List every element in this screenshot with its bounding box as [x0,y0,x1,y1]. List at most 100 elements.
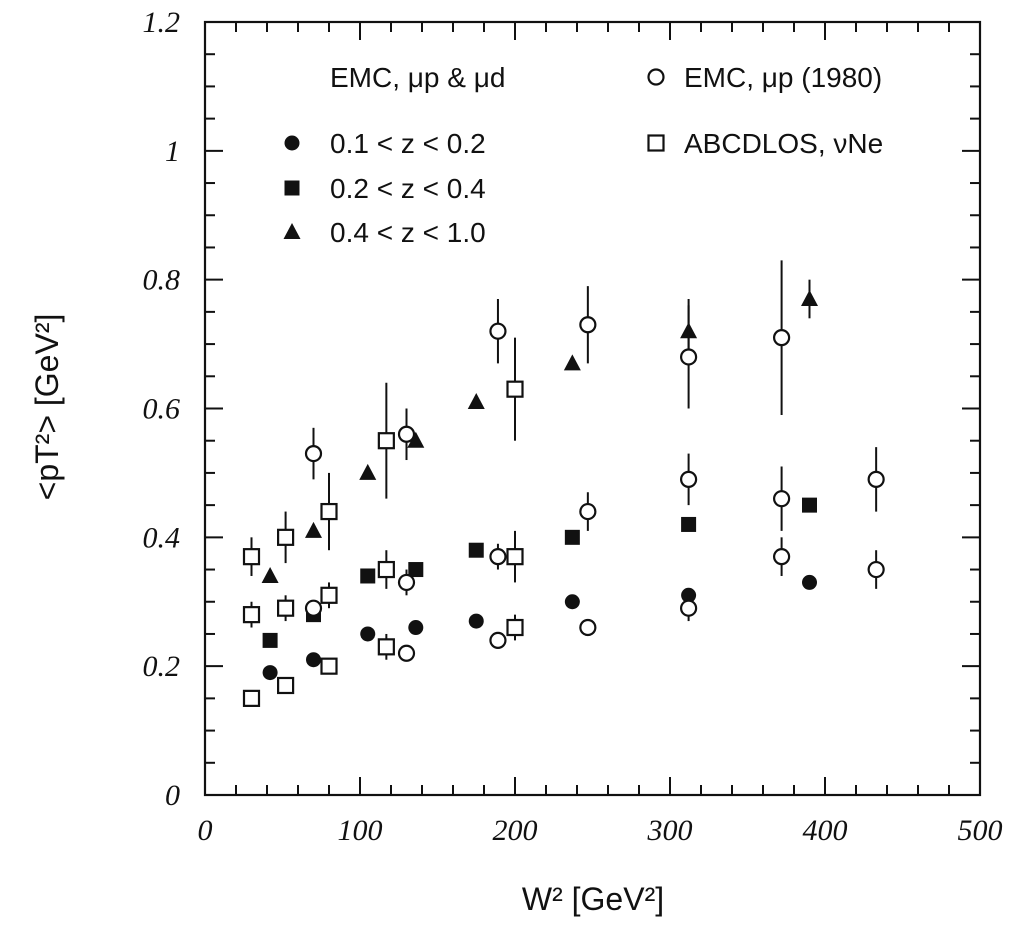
marker-shape [489,548,507,566]
data-point [360,626,376,642]
legend-entry: 0.1 < z < 0.2 [284,128,486,159]
marker-shape [304,599,323,617]
legend-marker [284,180,300,196]
legend-entry: 0.4 < z < 1.0 [283,217,486,248]
marker-shape [489,322,507,340]
axes: 0 100 200 300 400 500 0 0.2 0.4 0.6 0.8 1 1.2 [143,6,1003,847]
marker-shape [320,502,338,521]
data-point [242,548,261,566]
data-point [262,632,278,648]
y-axis-title: <pT²> [GeV²] [29,314,65,501]
data-point [397,644,416,662]
data-point [467,393,485,410]
data-point [408,562,424,578]
series-4 [242,337,524,707]
y-tick-label: 1.2 [143,6,181,39]
data-point [306,652,321,668]
legend-label: 0.4 < z < 1.0 [330,217,486,248]
data-point [679,470,698,488]
marker-shape [772,548,791,566]
data-point [397,425,416,443]
marker-shape [506,548,524,566]
y-tick-label: 0.8 [143,264,181,297]
data-point [506,380,524,398]
marker-shape [277,528,295,546]
data-point [489,631,507,650]
data-point [867,560,885,579]
marker-shape [408,620,424,636]
data-point [277,528,295,546]
x-tick-label: 100 [338,814,383,847]
data-point [320,502,338,521]
data-point [801,289,818,306]
y-tick-label: 0.4 [143,521,181,554]
data-point [506,618,524,637]
marker-shape [377,432,395,450]
data-point [564,594,580,610]
data-point [563,354,581,371]
data-point [679,599,698,617]
legend-entry: ABCDLOS, νNe [647,128,883,159]
data-marks [242,260,885,707]
data-point [377,432,395,450]
legend-marker [284,135,300,151]
marker-shape [564,529,580,545]
marker-shape [407,431,425,448]
data-point [320,657,338,675]
data-point [242,606,261,624]
marker-shape [468,542,484,558]
marker-shape [867,470,885,488]
marker-shape [242,548,261,566]
data-point [397,573,416,592]
legend-entry: EMC, μp (1980) [647,62,882,93]
marker-shape [468,613,484,629]
marker-shape [262,632,278,648]
data-point [262,665,278,681]
marker-shape [397,425,416,443]
y-tick-label: 0 [165,779,180,812]
marker-shape [563,354,581,371]
marker-shape [397,573,416,592]
data-point [579,502,597,521]
marker-shape [647,68,665,86]
data-point [468,542,484,558]
marker-shape [284,180,300,196]
marker-shape [306,652,321,668]
data-point [506,548,524,566]
marker-shape [679,599,698,617]
marker-shape [360,568,376,584]
marker-shape [579,618,597,637]
marker-shape [304,444,323,463]
data-point [579,316,597,334]
legend-label: EMC, μp (1980) [684,62,882,93]
data-point [408,620,424,636]
data-point [242,689,261,707]
marker-shape [681,516,697,532]
marker-shape [647,134,665,152]
marker-shape [564,594,580,610]
data-point [277,599,295,617]
data-point [407,431,425,448]
marker-shape [377,560,395,579]
marker-shape [579,316,597,334]
marker-shape [802,574,817,590]
x-tick-label: 500 [958,814,1003,847]
marker-shape [467,393,485,410]
legend-entry: 0.2 < z < 0.4 [284,173,486,204]
data-point [304,444,323,463]
marker-shape [801,289,818,306]
x-axis-title: W² [GeV²] [522,881,664,917]
data-point [305,521,322,538]
marker-shape [359,463,377,480]
data-point [679,348,698,366]
data-point [277,676,295,695]
marker-shape [772,490,791,508]
data-point [468,613,484,629]
x-tick-label: 0 [198,814,213,847]
marker-shape [679,470,698,488]
y-tick-label: 1 [165,135,180,168]
marker-shape [262,665,278,681]
data-point [360,568,376,584]
data-point [681,516,697,532]
